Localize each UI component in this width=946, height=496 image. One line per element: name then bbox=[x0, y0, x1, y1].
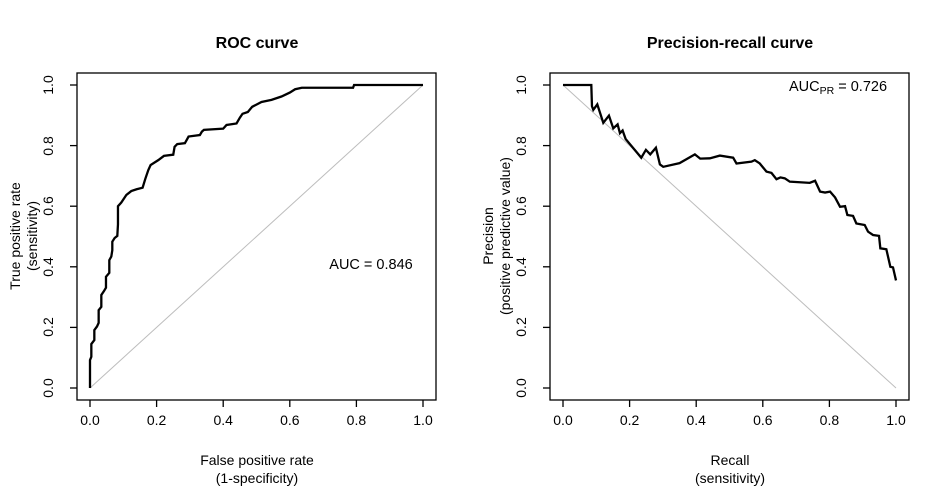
plot-border bbox=[76, 72, 437, 401]
y-tick-label: 0.0 bbox=[513, 378, 529, 398]
pr-plot-panel: Precision-recall curve Recall (sensitivi… bbox=[473, 0, 946, 496]
x-axis-title-line1: False positive rate bbox=[200, 452, 314, 468]
y-tick-label: 0.8 bbox=[513, 135, 529, 156]
x-tick-label: 0.2 bbox=[619, 412, 640, 428]
y-tick-label: 1.0 bbox=[40, 75, 56, 95]
auc-annotation-prefix: AUC bbox=[329, 257, 360, 273]
y-tick-label: 0.6 bbox=[513, 196, 529, 216]
diagonal-reference-line bbox=[562, 84, 897, 389]
auc-annotation: AUC = 0.846 bbox=[329, 257, 412, 275]
x-tick-label: 1.0 bbox=[886, 412, 906, 428]
y-axis-title-line2: (sensitivity) bbox=[24, 200, 40, 272]
y-axis-title-line2: (positive predictive value) bbox=[497, 157, 513, 315]
plot-title: Precision-recall curve bbox=[646, 35, 814, 52]
plot-border bbox=[549, 72, 910, 401]
roc-curve-line bbox=[88, 83, 423, 388]
x-axis-title-line2: (sensitivity) bbox=[694, 470, 766, 486]
x-tick-label: 0.0 bbox=[80, 412, 100, 428]
x-tick-label: 0.2 bbox=[146, 412, 167, 428]
x-axis-title-line1: Recall bbox=[710, 452, 750, 468]
x-tick-label: 0.8 bbox=[346, 412, 367, 428]
y-tick-label: 0.4 bbox=[513, 257, 529, 277]
x-tick-label: 1.0 bbox=[413, 412, 433, 428]
y-tick-label: 1.0 bbox=[513, 75, 529, 95]
roc-plot-panel: ROC curve False positive rate (1-specifi… bbox=[7, 35, 437, 487]
y-axis-title-line1: Precision bbox=[480, 207, 496, 265]
x-axis-title: False positive rate (1-specificity) bbox=[200, 451, 314, 487]
x-tick-label: 0.6 bbox=[753, 412, 773, 428]
x-tick-label: 0.0 bbox=[553, 412, 573, 428]
y-tick-label: 0.6 bbox=[40, 196, 56, 216]
y-tick-label: 0.2 bbox=[40, 317, 56, 338]
y-tick-label: 0.4 bbox=[40, 257, 56, 277]
y-tick-label: 0.2 bbox=[513, 317, 529, 338]
auc-pr-annotation: AUCPR = 0.726 bbox=[789, 79, 887, 97]
diagonal-reference-line bbox=[89, 84, 424, 389]
plot-title: ROC curve bbox=[215, 35, 299, 52]
x-axis-title-line2: (1-specificity) bbox=[215, 470, 299, 486]
y-tick-label: 0.0 bbox=[40, 378, 56, 398]
y-axis-title-line1: True positive rate bbox=[7, 182, 23, 290]
x-tick-label: 0.6 bbox=[280, 412, 300, 428]
pr-curve-line bbox=[563, 83, 898, 281]
y-axis-title: Precision (positive predictive value) bbox=[480, 157, 514, 315]
pr-plot-canvas bbox=[543, 72, 910, 407]
auc-pr-annotation-value: = 0.726 bbox=[834, 79, 888, 95]
x-tick-label: 0.4 bbox=[686, 412, 706, 428]
y-axis-title: True positive rate (sensitivity) bbox=[7, 182, 41, 290]
x-axis-title: Recall (sensitivity) bbox=[695, 451, 765, 487]
x-tick-label: 0.4 bbox=[213, 412, 233, 428]
roc-plot-canvas bbox=[70, 72, 437, 407]
y-tick-label: 0.8 bbox=[40, 135, 56, 156]
x-tick-label: 0.8 bbox=[819, 412, 840, 428]
auc-pr-annotation-subscript: PR bbox=[819, 85, 835, 97]
auc-pr-annotation-prefix: AUC bbox=[788, 79, 820, 95]
auc-annotation-value: = 0.846 bbox=[359, 257, 413, 273]
